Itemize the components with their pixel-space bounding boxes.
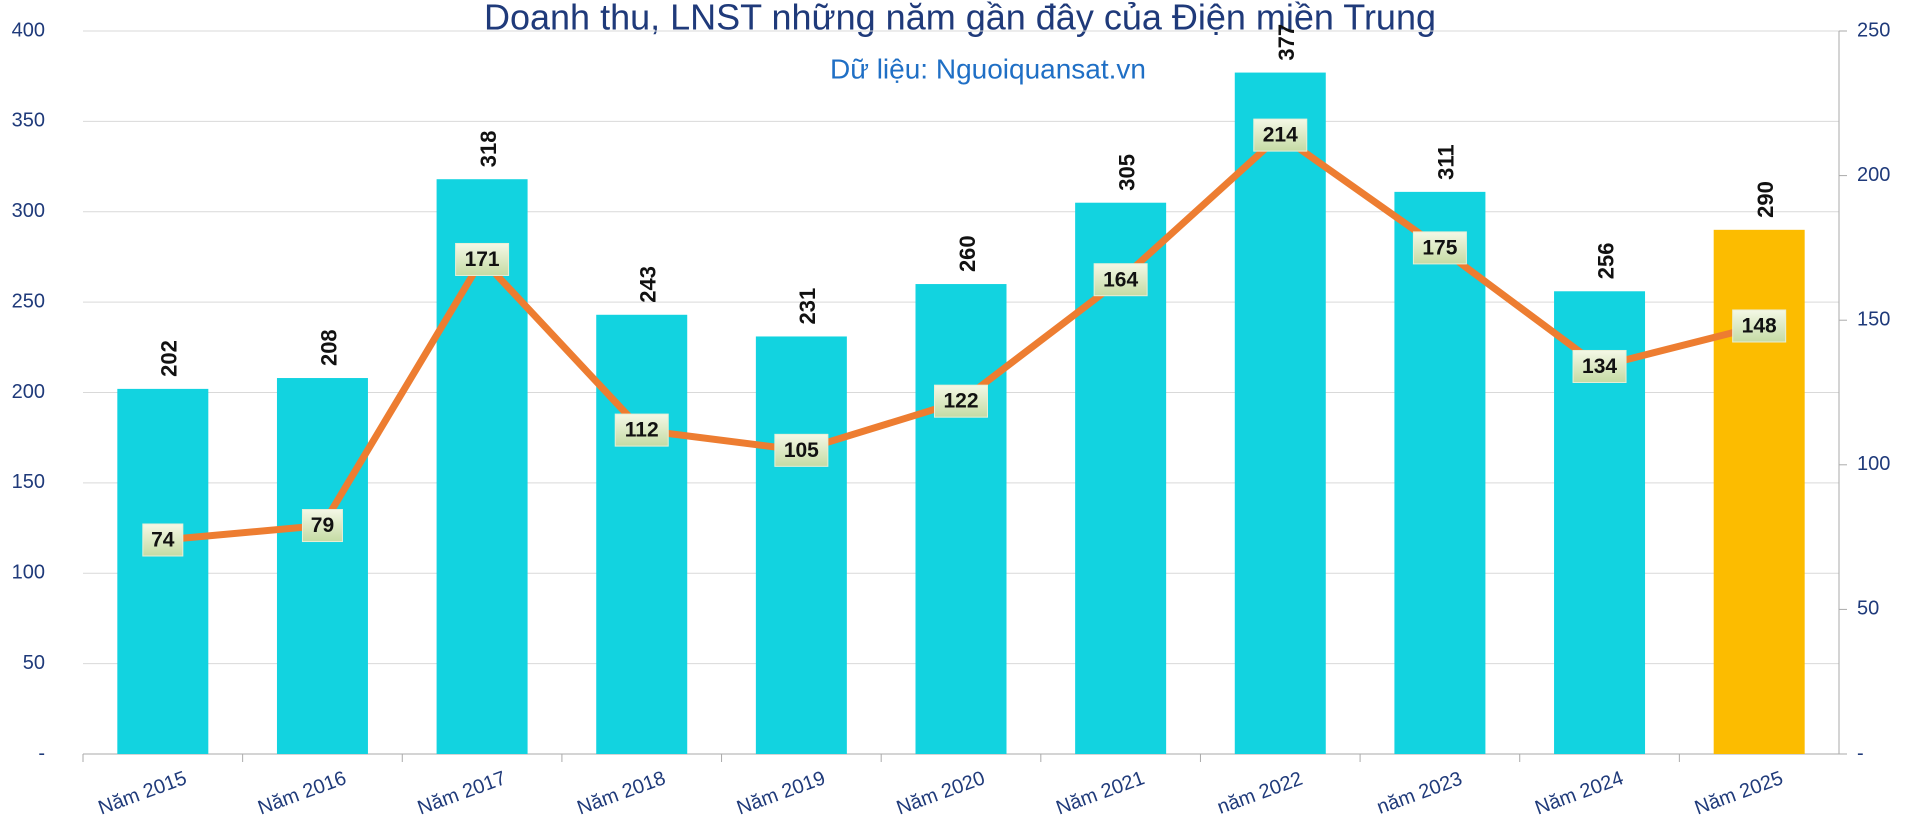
x-tick-label: Năm 2017	[415, 767, 509, 819]
line-value-label: 74	[142, 523, 184, 557]
x-tick-label: năm 2023	[1374, 768, 1465, 819]
bar	[915, 284, 1007, 754]
line-value-label: 214	[1253, 118, 1308, 152]
x-tick-label: Năm 2020	[894, 767, 988, 819]
line-value-label: 122	[934, 384, 988, 418]
line-value: 105	[784, 439, 819, 462]
label-box	[1093, 263, 1148, 297]
line-value-label: 175	[1412, 231, 1467, 265]
bar	[1394, 191, 1486, 754]
line-value-label: 164	[1093, 263, 1148, 297]
label-box	[1732, 309, 1787, 343]
line-value: 112	[625, 419, 659, 442]
x-tick-label: Năm 2015	[95, 767, 189, 819]
bar-value-label: 243	[636, 266, 661, 303]
line-value: 171	[465, 248, 500, 271]
bar	[117, 388, 209, 754]
y-tick-label: -	[38, 742, 45, 764]
bar-value-label: 231	[795, 288, 820, 325]
x-tick-label: Năm 2021	[1053, 767, 1147, 819]
bar	[1713, 229, 1805, 754]
bar	[276, 378, 368, 754]
line-value-label: 134	[1572, 349, 1627, 383]
bar-value-label: 311	[1434, 144, 1459, 180]
line-value: 74	[151, 529, 175, 552]
label-box	[142, 523, 184, 557]
bar-value-label: 318	[476, 130, 501, 167]
line-value: 122	[943, 390, 978, 413]
label-box	[934, 384, 988, 418]
bar-value-label: 202	[157, 340, 182, 377]
x-tick-label: Năm 2019	[734, 767, 828, 819]
y-tick-label: 200	[12, 381, 45, 403]
line-value-label: 79	[301, 509, 343, 543]
x-tick-label: năm 2022	[1214, 768, 1305, 819]
bar-value-label: 260	[955, 235, 980, 272]
bar-value-label: 290	[1753, 181, 1778, 218]
bar	[596, 314, 688, 754]
line-value: 214	[1263, 124, 1298, 147]
line-value: 134	[1582, 355, 1617, 378]
line-value-label: 105	[774, 433, 829, 467]
line-value: 175	[1422, 236, 1457, 259]
y-tick-label: 100	[12, 562, 45, 584]
label-box	[1572, 349, 1627, 383]
chart-subtitle: Dữ liệu: Nguoiquansat.vn	[830, 53, 1146, 84]
label-box	[301, 509, 343, 543]
bar-value-label: 377	[1274, 24, 1299, 61]
y-tick-label: 150	[12, 471, 45, 493]
bar	[1234, 72, 1326, 754]
line-value: 148	[1742, 315, 1777, 338]
y2-tick-label: 250	[1857, 19, 1890, 41]
line-value: 79	[311, 514, 334, 537]
y-tick-label: 300	[12, 200, 45, 222]
label-box	[774, 433, 829, 467]
line-value-label: 171	[455, 242, 510, 276]
y2-tick-label: -	[1857, 742, 1864, 764]
label-box	[1412, 231, 1467, 265]
y-tick-label: 400	[12, 19, 45, 41]
y2-tick-label: 200	[1857, 164, 1890, 186]
x-tick-label: Năm 2016	[255, 767, 349, 819]
y-tick-label: 50	[23, 652, 45, 674]
line-value-label: 112	[614, 413, 669, 447]
y-tick-label: 350	[12, 110, 45, 132]
bar	[755, 336, 847, 754]
line-value: 164	[1103, 268, 1138, 291]
bar-value-label: 208	[316, 329, 341, 366]
label-box	[614, 413, 669, 447]
label-box	[1253, 118, 1308, 152]
y2-tick-label: 100	[1857, 453, 1890, 475]
label-box	[455, 242, 510, 276]
line-value-label: 148	[1732, 309, 1787, 343]
x-tick-label: Năm 2024	[1532, 767, 1626, 819]
y2-tick-label: 50	[1857, 598, 1879, 620]
x-tick-label: Năm 2018	[574, 767, 668, 819]
x-tick-label: Năm 2025	[1692, 767, 1786, 819]
bar-value-label: 305	[1114, 154, 1139, 191]
y2-tick-label: 150	[1857, 308, 1890, 330]
bar-value-label: 256	[1593, 243, 1618, 280]
y-tick-label: 250	[12, 290, 45, 312]
